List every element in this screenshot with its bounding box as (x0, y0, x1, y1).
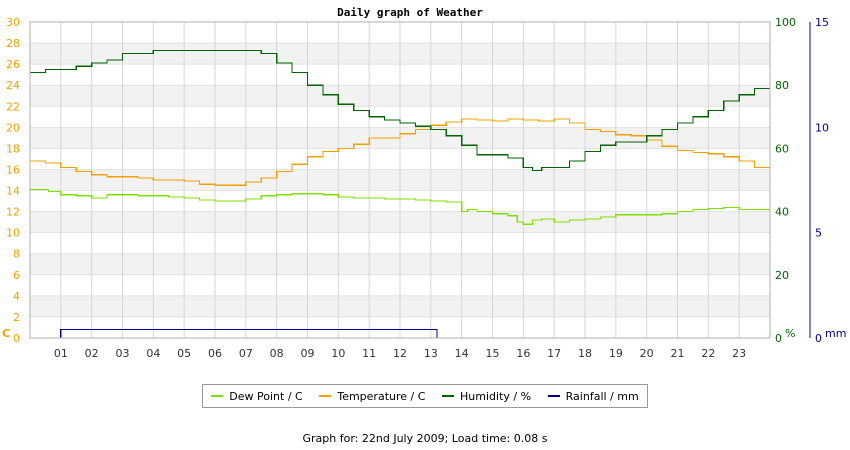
y-tick-label-right1: 80 (775, 79, 789, 92)
y-tick-label-left: 4 (13, 290, 20, 303)
y-tick-label-left: 8 (13, 248, 20, 261)
x-tick-label: 11 (362, 347, 376, 360)
legend-swatch-humidity (442, 395, 455, 397)
x-tick-label: 18 (578, 347, 592, 360)
series-line-humidity (30, 49, 770, 172)
y-tick-label-left: 24 (6, 79, 20, 92)
chart-title: Daily graph of Weather (337, 6, 483, 19)
y-tick-label-left: 22 (6, 100, 20, 113)
y-tick-label-left: 30 (6, 16, 20, 29)
legend-item-temperature: Temperature / C (319, 390, 425, 403)
x-tick-label: 04 (146, 347, 160, 360)
y-tick-label-left: 20 (6, 121, 20, 134)
y-tick-label-right1: 40 (775, 206, 789, 219)
x-tick-label: 10 (331, 347, 345, 360)
legend-item-rainfall: Rainfall / mm (547, 389, 639, 403)
x-tick-label: 14 (455, 347, 469, 360)
y-tick-label-left: 18 (6, 142, 20, 155)
series-line-temperature-c (30, 118, 771, 186)
x-tick-label: 17 (547, 347, 561, 360)
x-tick-label: 09 (301, 347, 315, 360)
y-tick-label-left: 10 (6, 227, 20, 240)
legend-label-dew-point: Dew Point / C (229, 389, 303, 403)
y-tick-label-right2: 15 (815, 16, 829, 29)
y-tick-label-right2: 0 (815, 332, 822, 345)
x-tick-label: 03 (116, 347, 130, 360)
x-tick-label: 13 (424, 347, 438, 360)
legend-label-humidity: Humidity / % (460, 389, 532, 403)
legend-swatch-dew-point (211, 395, 224, 397)
y-tick-label-left: 2 (13, 311, 20, 324)
x-tick-label: 15 (486, 347, 500, 360)
y-tick-label-left: 0 (13, 332, 20, 345)
y-tick-label-left: 16 (6, 163, 20, 176)
y-tick-label-right1: 100 (775, 16, 796, 29)
x-tick-label: 12 (393, 347, 407, 360)
legend-swatch-temperature (319, 395, 332, 397)
x-tick-label: 19 (609, 347, 623, 360)
x-tick-label: 16 (516, 347, 530, 360)
legend-label-temperature: Temperature / C (337, 389, 426, 403)
y-tick-label-left: 28 (6, 37, 20, 50)
y-axis-unit-left: C (2, 327, 10, 340)
y-tick-label-right2: 10 (815, 121, 829, 134)
y-tick-label-left: 12 (6, 206, 20, 219)
x-tick-label: 06 (208, 347, 222, 360)
x-tick-label: 22 (701, 347, 715, 360)
y-tick-label-right1: 60 (775, 142, 789, 155)
x-tick-label: 20 (640, 347, 654, 360)
footer-text: Graph for: 22nd July 2009; Load time: 0.… (302, 432, 548, 445)
series-line-dew-point-c (30, 188, 770, 225)
x-tick-label: 02 (85, 347, 99, 360)
legend-item-dew-point: Dew Point / C (211, 389, 303, 403)
x-tick-label: 21 (671, 347, 685, 360)
x-tick-label: 01 (54, 347, 68, 360)
y-tick-label-right1: 0 (775, 332, 782, 345)
chart-legend: Dew Point / C Temperature / C Humidity /… (202, 384, 648, 408)
y-tick-label-right2: 5 (815, 227, 822, 240)
x-tick-label: 05 (177, 347, 191, 360)
x-tick-label: 08 (270, 347, 284, 360)
y-tick-label-left: 6 (13, 269, 20, 282)
y-axis-unit-right1: % (785, 327, 795, 340)
y-tick-label-left: 26 (6, 58, 20, 71)
y-tick-label-left: 14 (6, 185, 20, 198)
y-axis-unit-right2: mm (825, 327, 846, 340)
legend-swatch-rainfall (547, 395, 560, 397)
y-tick-label-right1: 20 (775, 269, 789, 282)
plot-area-border (29, 21, 771, 339)
x-tick-label: 07 (239, 347, 253, 360)
legend-item-humidity: Humidity / % (442, 390, 531, 403)
x-tick-label: 23 (732, 347, 746, 360)
legend-label-rainfall: Rainfall / mm (565, 389, 639, 403)
